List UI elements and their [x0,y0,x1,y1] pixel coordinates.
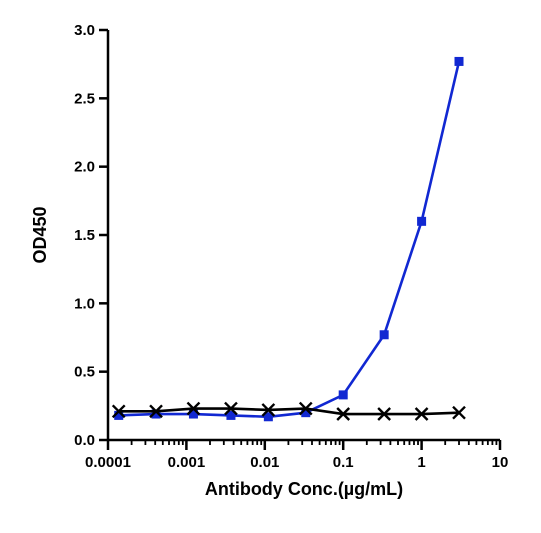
x-tick-label: 0.0001 [85,454,131,471]
y-tick-label: 0.0 [74,432,95,449]
chart-container: 0.0 0.5 1.0 1.5 2.0 2.5 3.0 0.0001 0.001 0.01 0.1 1… [0,0,541,533]
y-tick-label: 1.0 [74,295,95,312]
y-tick-label: 3.0 [74,22,95,39]
x-tick-label: 10 [492,454,509,471]
y-tick-label: 2.5 [74,90,95,107]
y-axis-title: OD450 [30,206,50,263]
x-tick-label: 0.01 [250,454,279,471]
series-blue-marker [380,330,389,339]
line-chart: 0.0 0.5 1.0 1.5 2.0 2.5 3.0 0.0001 0.001 0.01 0.1 1… [0,0,541,533]
y-tick-label: 2.0 [74,159,95,176]
series-blue-marker [417,217,426,226]
x-tick-label: 0.001 [168,454,206,471]
x-axis-title: Antibody Conc.(µg/mL) [205,479,403,499]
series-blue-marker [455,57,464,66]
x-tick-label: 0.1 [333,454,354,471]
series-blue-marker [339,390,348,399]
series-blue-line [119,61,459,416]
y-tick-label: 1.5 [74,227,95,244]
x-tick-label: 1 [417,454,425,471]
y-tick-label: 0.5 [74,364,95,381]
